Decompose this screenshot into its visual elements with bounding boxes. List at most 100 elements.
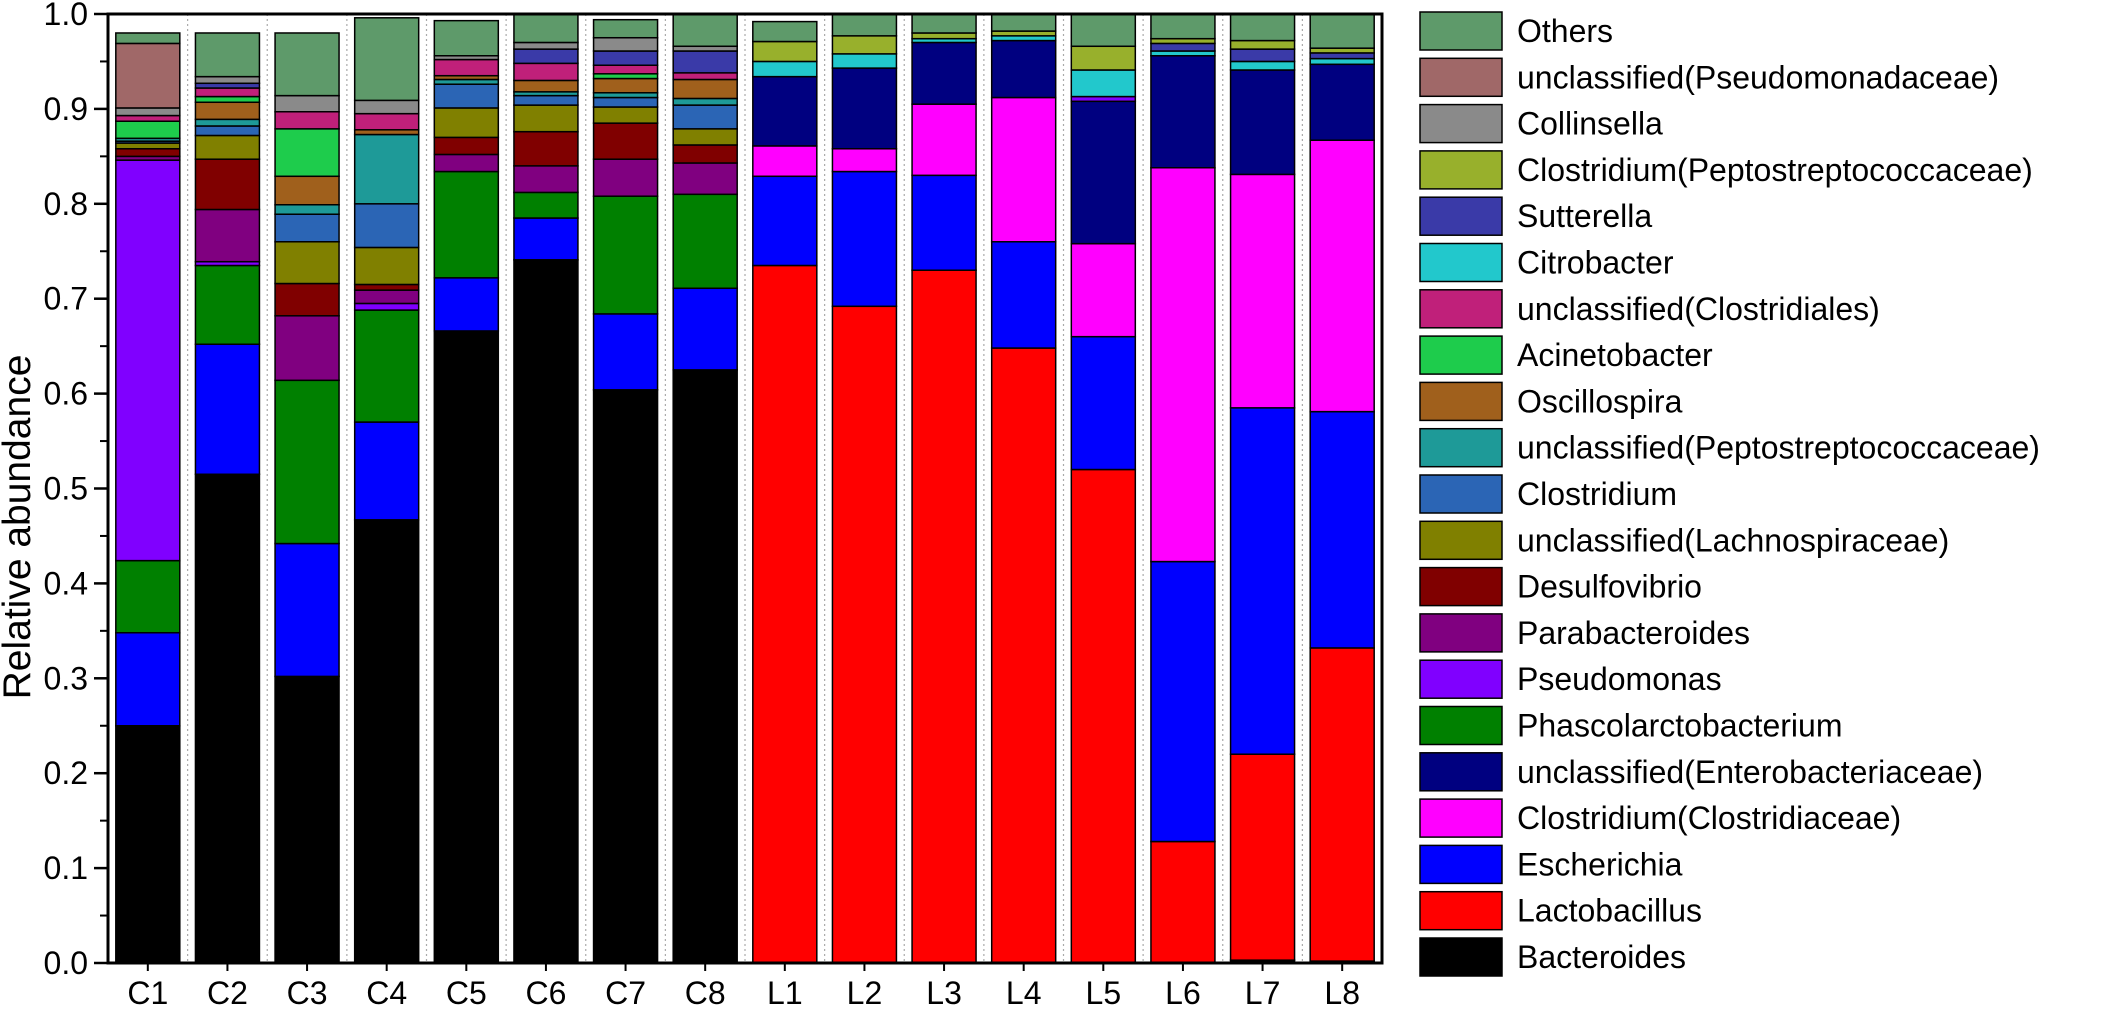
bar-segment-c5-escherichia — [433, 277, 500, 332]
bar-segment-c3-collinsella — [274, 94, 340, 113]
bar-segment-l4-lactobacillus — [990, 347, 1057, 964]
bar-segment-l1-clostridium-clostridiaceae — [752, 145, 818, 178]
legend-swatch — [1419, 289, 1503, 329]
bar-segment-c1-acinetobacter — [115, 120, 181, 140]
legend-swatch — [1419, 844, 1503, 885]
bar-segment-l7-unclassified-enterobacteriaceae — [1229, 69, 1296, 176]
bar-segment-l3-escherichia — [911, 174, 977, 271]
bar-segment-c6-desulfovibrio — [513, 130, 579, 167]
bar-segment-l4-unclassified-enterobacteriaceae — [990, 39, 1057, 99]
bar-segment-l1-lactobacillus — [752, 264, 818, 964]
bar-segment-c4-desulfovibrio — [353, 283, 420, 291]
bar-segment-l6-clostridium-clostridiaceae — [1150, 166, 1216, 563]
bar-segment-l8-others — [1309, 13, 1375, 49]
bar-segment-l7-sutterella — [1229, 48, 1296, 63]
legend-swatch — [1419, 752, 1503, 792]
bar-segment-c4-bacteroides — [353, 519, 420, 964]
bar-segment-c2-others — [194, 32, 261, 78]
bar-segment-c7-others — [592, 18, 659, 39]
legend-swatch — [1419, 427, 1503, 468]
bar-segment-c7-collinsella — [592, 36, 659, 52]
bar-segment-c6-collinsella — [513, 41, 579, 50]
bar-segment-l8-citrobacter — [1309, 57, 1375, 66]
bars-layer — [115, 13, 1375, 964]
bar-segment-c3-clostridium — [274, 213, 340, 243]
bar-segment-c5-others — [433, 19, 500, 57]
bar-segment-c1-bacteroides — [115, 725, 181, 964]
x-tick-label: C8 — [685, 975, 726, 1011]
legend-swatch — [1419, 890, 1503, 931]
x-tick-label: C5 — [446, 975, 487, 1011]
bar-segment-c3-parabacteroides — [274, 315, 340, 382]
bar-segment-l6-others — [1150, 13, 1216, 40]
legend-swatch — [1419, 57, 1503, 98]
bar-segment-c8-escherichia — [672, 287, 738, 371]
bar-segment-c6-others — [513, 13, 579, 44]
grid-lines — [187, 14, 1303, 963]
bar-segment-l5-escherichia — [1070, 335, 1137, 471]
bar-segment-c5-desulfovibrio — [433, 136, 500, 156]
bar-segment-c8-sutterella — [672, 50, 738, 74]
legend-swatch — [1419, 196, 1503, 236]
legend-swatch — [1419, 520, 1503, 561]
legend-swatch — [1419, 242, 1503, 283]
bar-segment-c5-bacteroides — [433, 330, 500, 964]
bar-segment-c1-unclassified-lachnospiraceae — [115, 142, 181, 150]
bar-segment-c1-escherichia — [115, 631, 181, 727]
legend-label: Clostridium(Clostridiaceae) — [1517, 800, 1901, 836]
legend-label: Clostridium — [1517, 476, 1677, 512]
y-tick-label: 0.3 — [44, 660, 88, 696]
bar-segment-c6-clostridium — [513, 94, 579, 106]
bar-segment-c7-sutterella — [592, 50, 659, 66]
bar-segment-c3-unclassified-peptostreptococcaceae — [274, 203, 340, 215]
legend-label: Acinetobacter — [1517, 337, 1713, 373]
x-tick-label: C7 — [605, 975, 646, 1011]
x-tick-label: L5 — [1086, 975, 1122, 1011]
bar-segment-l2-unclassified-enterobacteriaceae — [831, 67, 898, 150]
bar-segment-l2-citrobacter — [831, 53, 898, 69]
legend-label: Desulfovibrio — [1517, 569, 1702, 605]
bar-segment-l5-unclassified-enterobacteriaceae — [1070, 100, 1137, 245]
bar-segment-c8-oscillospira — [672, 78, 738, 100]
bar-segment-c5-unclassified-lachnospiraceae — [433, 107, 500, 139]
bar-segment-c3-unclassified-lachnospiraceae — [274, 241, 340, 285]
legend-label: Sutterella — [1517, 198, 1652, 234]
bar-segment-c6-oscillospira — [513, 79, 579, 93]
bar-segment-c1-others — [115, 32, 181, 45]
bar-segment-c1-desulfovibrio — [115, 148, 181, 158]
x-tick-label: L4 — [1006, 975, 1042, 1011]
legend-swatch — [1419, 705, 1503, 746]
x-tick-label: L1 — [767, 975, 803, 1011]
bar-segment-c3-desulfovibrio — [274, 282, 340, 317]
bar-segment-c2-unclassified-lachnospiraceae — [194, 134, 261, 160]
bar-segment-l2-escherichia — [831, 170, 898, 308]
x-tick-label: L6 — [1165, 975, 1201, 1011]
y-tick-label: 0.9 — [44, 91, 88, 127]
legend-swatch — [1419, 103, 1503, 144]
legend-swatch — [1419, 566, 1503, 607]
legend-swatch — [1419, 381, 1503, 422]
bar-segment-l7-others — [1229, 13, 1296, 42]
bar-segment-l4-clostridium-clostridiaceae — [990, 96, 1057, 243]
bar-segment-c3-oscillospira — [274, 175, 340, 206]
y-tick-label: 0.0 — [44, 945, 88, 981]
bar-segment-c4-unclassified-peptostreptococcaceae — [353, 133, 420, 205]
bar-segment-l5-others — [1070, 13, 1137, 48]
legend-swatch — [1419, 937, 1503, 977]
bar-segment-l1-citrobacter — [752, 60, 818, 78]
legend-label: Parabacteroides — [1517, 615, 1750, 651]
bar-segment-l6-lactobacillus — [1150, 840, 1216, 964]
x-tick-label: L2 — [847, 975, 883, 1011]
bar-segment-l1-clostridium-peptostreptococcaceae — [752, 40, 818, 63]
legend-swatch — [1419, 659, 1503, 699]
bar-segment-c6-phascolarctobacterium — [513, 191, 579, 219]
bar-segment-c7-escherichia — [592, 313, 659, 391]
bar-segment-c4-pseudomonas — [353, 302, 420, 311]
legend-label: unclassified(Peptostreptococcaceae) — [1517, 430, 2040, 466]
bar-segment-c2-unclassified-clostridiales — [194, 87, 261, 98]
bar-segment-c4-parabacteroides — [353, 289, 420, 305]
bar-segment-c4-clostridium — [353, 203, 420, 249]
bar-segment-c1-unclassified-pseudomonadaceae — [115, 42, 181, 109]
x-tick-label: C4 — [366, 975, 407, 1011]
